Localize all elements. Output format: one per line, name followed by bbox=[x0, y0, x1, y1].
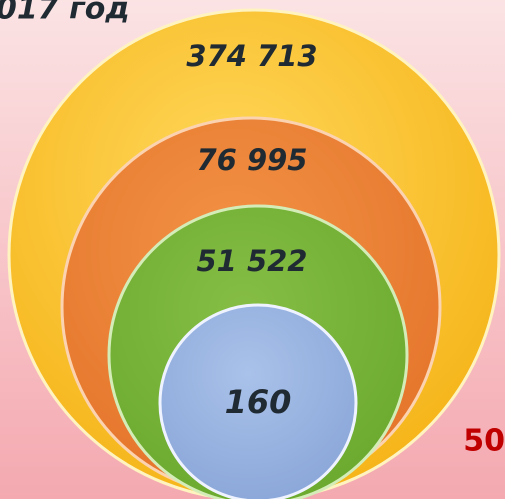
node-label: 160 bbox=[225, 383, 292, 421]
inner-circle bbox=[158, 303, 358, 499]
side-label: 50 bbox=[463, 424, 505, 459]
node-label: 51 522 bbox=[197, 244, 308, 278]
node-label: 374 713 bbox=[186, 39, 317, 73]
title: 017 год bbox=[0, 0, 130, 27]
node-label: 76 995 bbox=[197, 143, 308, 177]
